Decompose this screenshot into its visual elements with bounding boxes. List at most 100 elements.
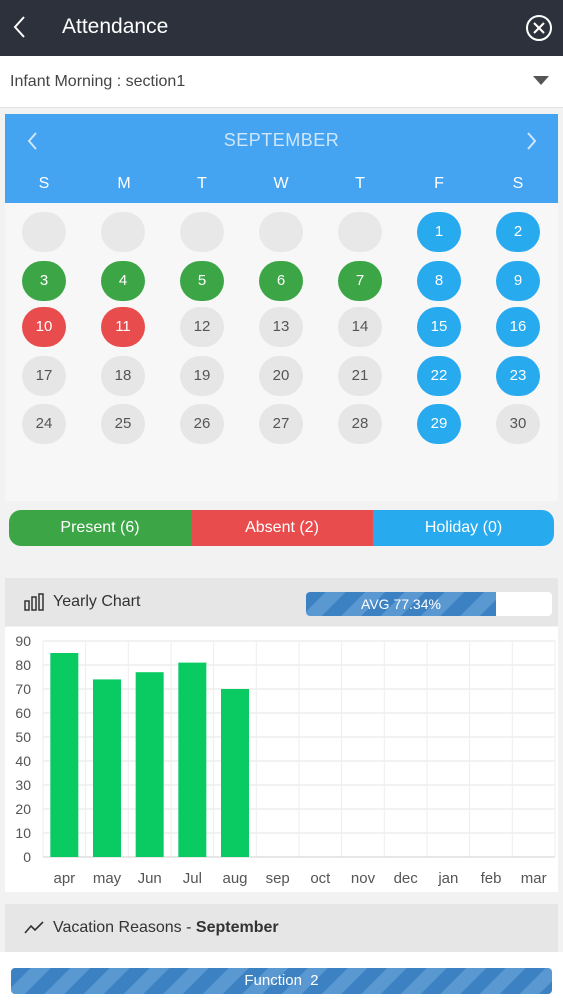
calendar-blank-day — [22, 212, 66, 252]
x-tick-label: sep — [266, 870, 290, 887]
chart-bar — [135, 672, 164, 857]
y-tick-label: 0 — [23, 849, 31, 865]
calendar-day[interactable]: 24 — [22, 404, 66, 444]
x-tick-label: oct — [310, 870, 331, 887]
attendance-summary: Present (6) Absent (2) Holiday (0) — [9, 510, 554, 546]
calendar-day[interactable]: 10 — [22, 307, 66, 347]
close-icon[interactable] — [525, 14, 553, 42]
x-tick-label: dec — [394, 870, 419, 887]
section-select-value: Infant Morning : section1 — [10, 73, 186, 90]
reason-count: 2 — [310, 972, 319, 989]
chart-bar — [178, 662, 207, 857]
calendar-day[interactable]: 13 — [259, 307, 303, 347]
attendance-calendar: SEPTEMBER S M T W T F S 1 2 3 4 5 6 7 8 9 10 11 12 1… — [5, 114, 558, 501]
x-tick-label: feb — [481, 870, 502, 887]
reason-function-label: Function 2 — [11, 968, 552, 994]
weekday-label: F — [434, 175, 444, 192]
section-select[interactable]: Infant Morning : section1 — [0, 56, 563, 108]
x-tick-label: aug — [222, 870, 247, 887]
calendar-day[interactable]: 15 — [417, 307, 461, 347]
vacation-reasons-header: Vacation Reasons - September — [5, 904, 558, 952]
calendar-day[interactable]: 26 — [180, 404, 224, 444]
y-tick-label: 10 — [15, 825, 31, 841]
calendar-day[interactable]: 27 — [259, 404, 303, 444]
yearly-chart-header: Yearly Chart AVG 77.34% — [5, 578, 558, 626]
weekday-label: S — [38, 175, 50, 192]
trend-line-icon — [24, 921, 44, 934]
holiday-count[interactable]: Holiday (0) — [373, 510, 554, 546]
average-label: AVG 77.34% — [361, 596, 441, 612]
chart-bar — [221, 689, 249, 857]
calendar-day[interactable]: 14 — [338, 307, 382, 347]
reason-function-fill — [11, 968, 552, 994]
x-tick-label: nov — [351, 870, 376, 887]
calendar-day[interactable]: 20 — [259, 356, 303, 396]
calendar-day[interactable]: 8 — [417, 261, 461, 301]
page-title: Attendance — [62, 15, 169, 38]
x-tick-label: mar — [521, 870, 547, 887]
calendar-blank-day — [259, 212, 303, 252]
absent-count[interactable]: Absent (2) — [191, 510, 373, 546]
calendar-header: SEPTEMBER S M T W T F S — [5, 114, 558, 203]
calendar-day[interactable]: 6 — [259, 261, 303, 301]
calendar-day[interactable]: 12 — [180, 307, 224, 347]
x-tick-label: Jun — [138, 870, 162, 887]
prev-month-icon[interactable] — [23, 128, 43, 154]
calendar-day[interactable]: 30 — [496, 404, 540, 444]
calendar-day[interactable]: 2 — [496, 212, 540, 252]
calendar-day[interactable]: 7 — [338, 261, 382, 301]
calendar-day[interactable]: 25 — [101, 404, 145, 444]
calendar-blank-day — [338, 212, 382, 252]
next-month-icon[interactable] — [521, 128, 541, 154]
average-progress-fill — [306, 592, 496, 616]
yearly-bar-chart: 0 10 20 30 40 50 60 70 80 90 apr may Jun Jul aug sep oct… — [15, 633, 556, 887]
calendar-day[interactable]: 17 — [22, 356, 66, 396]
vacation-title-prefix: Vacation Reasons - — [53, 919, 196, 936]
reason-function-bar: Function 2 — [11, 968, 552, 994]
back-icon[interactable] — [8, 12, 34, 42]
x-tick-label: Jul — [183, 870, 202, 887]
calendar-day[interactable]: 18 — [101, 356, 145, 396]
chart-bar — [50, 653, 79, 857]
weekday-label: S — [512, 175, 524, 192]
average-progress: AVG 77.34% — [306, 592, 552, 616]
calendar-day[interactable]: 19 — [180, 356, 224, 396]
app-header: Attendance — [0, 0, 563, 56]
y-tick-label: 80 — [15, 657, 31, 673]
chart-bar — [93, 679, 121, 857]
calendar-day[interactable]: 11 — [101, 307, 145, 347]
calendar-day[interactable]: 9 — [496, 261, 540, 301]
weekday-label: T — [197, 175, 207, 192]
reason-label: Function — [244, 972, 302, 989]
calendar-day[interactable]: 3 — [22, 261, 66, 301]
chevron-down-icon — [533, 76, 549, 85]
yearly-chart-title: Yearly Chart — [53, 593, 141, 610]
calendar-day[interactable]: 23 — [496, 356, 540, 396]
y-tick-label: 40 — [15, 753, 31, 769]
weekday-label: W — [273, 175, 289, 192]
y-tick-label: 70 — [15, 681, 31, 697]
yearly-chart: 0 10 20 30 40 50 60 70 80 90 apr may Jun Jul aug sep oct… — [5, 627, 558, 892]
calendar-day[interactable]: 28 — [338, 404, 382, 444]
y-tick-label: 30 — [15, 777, 31, 793]
calendar-month: SEPTEMBER — [223, 130, 340, 150]
y-tick-label: 50 — [15, 729, 31, 745]
calendar-blank-day — [180, 212, 224, 252]
y-tick-label: 60 — [15, 705, 31, 721]
calendar-day[interactable]: 21 — [338, 356, 382, 396]
calendar-day[interactable]: 4 — [101, 261, 145, 301]
calendar-day[interactable]: 5 — [180, 261, 224, 301]
vacation-reasons-title: Vacation Reasons - September — [53, 919, 279, 937]
vacation-title-month: September — [195, 919, 279, 936]
calendar-day[interactable]: 16 — [496, 307, 540, 347]
calendar-day[interactable]: 1 — [417, 212, 461, 252]
weekday-label: M — [117, 175, 131, 192]
present-count[interactable]: Present (6) — [9, 510, 191, 546]
calendar-day[interactable]: 29 — [417, 404, 461, 444]
x-tick-label: jan — [437, 870, 458, 887]
calendar-day[interactable]: 22 — [417, 356, 461, 396]
weekday-label: T — [355, 175, 365, 192]
x-tick-label: apr — [53, 870, 75, 887]
x-tick-label: may — [93, 870, 122, 887]
y-tick-label: 90 — [15, 633, 31, 649]
